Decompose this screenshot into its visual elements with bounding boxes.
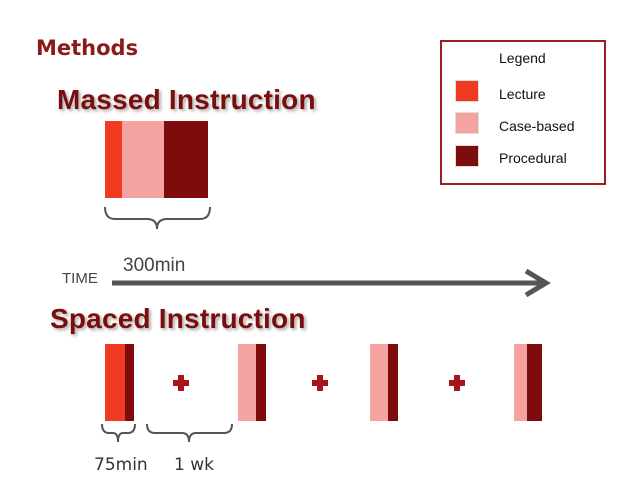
plus-icon xyxy=(173,375,189,391)
spaced-session-1 xyxy=(105,344,134,421)
session-length-label: 75min xyxy=(94,455,148,475)
legend-lecture-label: Lecture xyxy=(499,86,546,102)
legend: Legend Lecture Case-based Procedural xyxy=(440,40,606,185)
plus-icon xyxy=(449,375,465,391)
session-procedural-segment xyxy=(527,344,542,421)
session-case-based-segment xyxy=(238,344,256,421)
session-case-based-segment xyxy=(514,344,527,421)
spaced-session-2 xyxy=(238,344,266,421)
timeline-arrow-icon xyxy=(112,268,551,298)
session-case-based-segment xyxy=(370,344,388,421)
plus-icon xyxy=(312,375,328,391)
time-label: TIME xyxy=(62,270,98,287)
massed-instruction-heading: Massed Instruction xyxy=(57,84,316,115)
session-procedural-segment xyxy=(388,344,398,421)
massed-lecture-segment xyxy=(105,121,122,198)
session-lecture-segment xyxy=(105,344,125,421)
legend-procedural-label: Procedural xyxy=(499,150,567,166)
spaced-session-4 xyxy=(514,344,542,421)
session-procedural-segment xyxy=(125,344,134,421)
spaced-instruction-heading: Spaced Instruction xyxy=(50,303,306,334)
legend-procedural-swatch xyxy=(455,145,479,167)
massed-procedural-segment xyxy=(164,121,208,198)
legend-lecture-swatch xyxy=(455,80,479,102)
massed-brace-icon xyxy=(104,206,211,230)
spaced-session-3 xyxy=(370,344,398,421)
session-length-brace-icon xyxy=(101,423,136,443)
session-procedural-segment xyxy=(256,344,266,421)
interval-brace-icon xyxy=(146,423,233,443)
duration-label: 300min xyxy=(123,255,186,276)
massed-block xyxy=(105,121,208,198)
legend-case-based-swatch xyxy=(455,112,479,134)
page-title: Methods xyxy=(36,36,139,60)
legend-case-based-label: Case-based xyxy=(499,118,575,134)
legend-title: Legend xyxy=(499,50,546,66)
interval-label: 1 wk xyxy=(174,455,214,475)
massed-case-based-segment xyxy=(122,121,164,198)
